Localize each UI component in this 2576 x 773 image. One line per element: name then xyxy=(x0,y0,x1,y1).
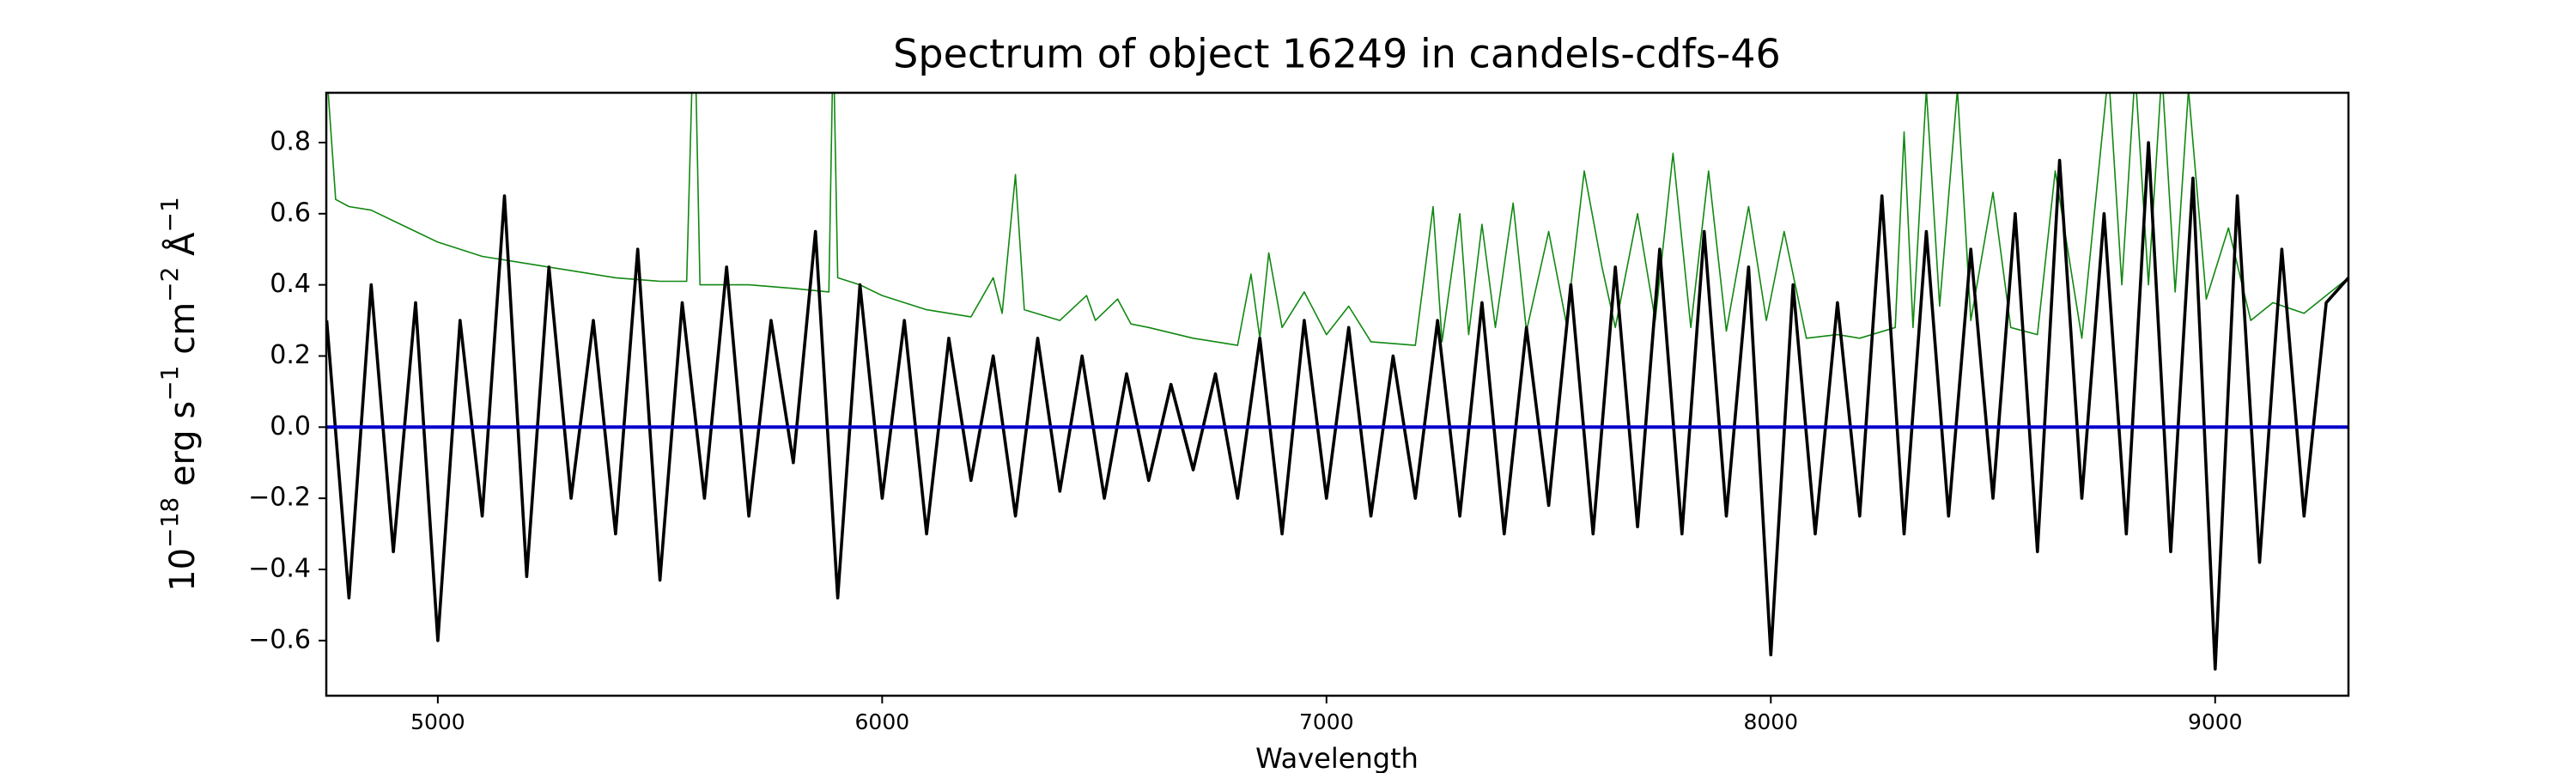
spectrum-line xyxy=(327,93,2348,346)
axes-frame xyxy=(325,91,2350,697)
y-tick-label: −0.2 xyxy=(248,483,311,513)
y-tick-label: 0.2 xyxy=(270,340,311,370)
y-label-text: 10 xyxy=(163,548,203,592)
y-tick-label: −0.4 xyxy=(248,553,311,583)
y-label-text: cm xyxy=(163,302,203,366)
x-tick-label: 6000 xyxy=(855,709,910,734)
y-tick-label: 0.8 xyxy=(270,126,311,156)
x-tick-label: 9000 xyxy=(2188,709,2243,734)
y-tick-label: 0.6 xyxy=(270,198,311,228)
y-label-superscript: −1 xyxy=(155,366,184,401)
y-label-text: erg s xyxy=(163,401,203,497)
x-axis-label: Wavelength xyxy=(1255,742,1419,773)
x-tick-label: 7000 xyxy=(1299,709,1354,734)
chart-title: Spectrum of object 16249 in candels-cdfs… xyxy=(893,31,1781,77)
y-label-superscript: −1 xyxy=(155,197,184,232)
y-label-superscript: −18 xyxy=(155,497,184,548)
y-label-text: Å xyxy=(161,232,203,267)
y-tick-label: 0.4 xyxy=(270,269,311,299)
y-label-superscript: −2 xyxy=(155,267,184,302)
y-tick-label: −0.6 xyxy=(248,624,311,654)
x-tick-label: 8000 xyxy=(1743,709,1798,734)
y-axis-label: 10−18 erg s−1 cm−2 Å−1 xyxy=(155,197,203,592)
x-tick-label: 5000 xyxy=(410,709,465,734)
plot-area xyxy=(326,93,2348,671)
y-tick-label: 0.0 xyxy=(270,411,311,441)
spectrum-line xyxy=(326,141,2348,671)
